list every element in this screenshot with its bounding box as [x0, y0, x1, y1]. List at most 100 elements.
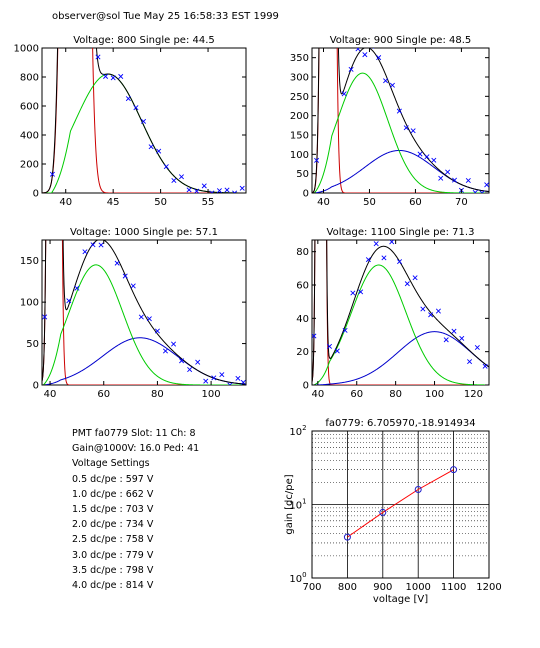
- x-tick-label: 800: [338, 582, 357, 593]
- gain-point: [343, 533, 351, 541]
- data-point: [42, 314, 48, 320]
- y-tick-label: 60: [296, 281, 309, 292]
- data-point: [341, 91, 347, 97]
- data-point: [350, 290, 356, 296]
- x-tick-label: 120: [464, 389, 483, 400]
- chart-title: Voltage: 1000 Single pe: 57.1: [70, 227, 218, 238]
- y-tick-label: 150: [20, 256, 39, 267]
- data-point: [103, 73, 109, 79]
- histogram-panel-3: Voltage: 1000 Single pe: 57.1 40 60 80 100 0 5…: [20, 227, 247, 400]
- data-point: [431, 157, 437, 163]
- x-tick-label: 60: [97, 389, 110, 400]
- chart-title: Voltage: 900 Single pe: 48.5: [330, 35, 472, 46]
- data-point: [82, 249, 88, 255]
- voltage-setting-5: 3.0 dc/pe : 779 V: [72, 549, 154, 561]
- data-point: [74, 285, 80, 291]
- data-point: [403, 125, 409, 131]
- x-tick-label: 700: [302, 582, 321, 593]
- data-point: [312, 333, 317, 339]
- data-point: [195, 359, 201, 365]
- data-point: [133, 105, 139, 111]
- y-axis-label: gain [dc/pe]: [284, 474, 295, 534]
- data-point: [148, 144, 154, 150]
- data-point: [428, 312, 434, 318]
- total-fit-curve: [312, 48, 489, 193]
- axes-frame: [311, 239, 490, 386]
- y-tick-label: 102: [289, 424, 306, 438]
- data-point: [163, 164, 169, 170]
- data-point: [417, 151, 423, 157]
- data-point: [154, 328, 160, 334]
- data-point: [484, 182, 489, 188]
- data-point: [240, 379, 246, 385]
- y-tick-label: 100: [20, 298, 39, 309]
- data-point: [49, 171, 55, 177]
- data-point: [186, 187, 192, 193]
- data-point: [412, 275, 418, 281]
- data-point: [482, 363, 488, 369]
- data-point: [355, 48, 361, 52]
- y-tick-label: 200: [290, 111, 309, 122]
- y-tick-label: 600: [20, 102, 39, 113]
- x-tick-label: 100: [425, 389, 444, 400]
- data-point: [445, 169, 451, 175]
- voltage-setting-6: 3.5 dc/pe : 798 V: [72, 564, 154, 576]
- data-point: [467, 359, 473, 365]
- histogram-panel-2: Voltage: 900 Single pe: 48.5 40 50 60 70 0 50 1…: [290, 35, 490, 208]
- x-tick-label: 60: [409, 197, 422, 208]
- single-pe-fit-curve: [42, 264, 246, 385]
- y-tick-label: 80: [296, 247, 309, 258]
- gain-point: [450, 466, 458, 474]
- data-point: [114, 260, 120, 266]
- x-tick-label: 40: [311, 389, 324, 400]
- data-point: [187, 367, 193, 373]
- y-tick-label: 0: [33, 381, 39, 392]
- total-fit-curve: [42, 48, 246, 193]
- histogram-panel-1: Voltage: 800 Single pe: 44.5 40 45 50 55 0 200…: [14, 35, 247, 208]
- histogram-panel-4: Voltage: 1100 Single pe: 71.3 40 60 80 100 12…: [296, 227, 490, 400]
- data-point: [130, 283, 136, 289]
- data-point: [216, 188, 222, 193]
- y-tick-label: 0: [33, 189, 39, 200]
- gain-ped-line: Gain@1000V: 16.0 Ped: 41: [72, 443, 200, 455]
- x-tick-label: 40: [317, 197, 330, 208]
- y-tick-label: 50: [26, 339, 39, 350]
- x-tick-label: 60: [350, 389, 363, 400]
- pmt-slot-line: PMT fa0779 Slot: 11 Ch: 8: [72, 428, 196, 439]
- single-pe-fit-curve: [312, 264, 489, 385]
- y-tick-label: 0: [303, 381, 309, 392]
- pmt-info-panel: PMT fa0779 Slot: 11 Ch: 8 Gain@1000V: 16…: [72, 426, 199, 593]
- data-point: [110, 75, 116, 81]
- data-point: [424, 154, 430, 160]
- gain-point: [414, 485, 422, 493]
- data-point: [389, 82, 395, 88]
- data-point: [410, 128, 416, 134]
- data-point: [465, 177, 471, 183]
- data-point: [171, 341, 177, 347]
- x-axis-label: voltage [V]: [373, 594, 428, 605]
- data-point: [389, 240, 395, 245]
- axes-frame: [41, 239, 247, 386]
- y-tick-label: 300: [290, 73, 309, 84]
- two-pe-fit-curve: [312, 331, 489, 385]
- data-point: [459, 335, 465, 341]
- x-tick-label: 900: [373, 582, 392, 593]
- x-tick-label: 1100: [441, 582, 466, 593]
- data-point: [95, 54, 101, 60]
- voltage-settings-title: Voltage Settings: [72, 458, 150, 470]
- data-point: [179, 358, 185, 364]
- data-point: [438, 175, 444, 181]
- data-point: [358, 289, 364, 295]
- x-tick-label: 40: [44, 389, 57, 400]
- data-point: [348, 66, 354, 72]
- voltage-setting-4: 2.5 dc/pe : 758 V: [72, 534, 154, 546]
- single-pe-fit-curve: [312, 72, 489, 193]
- y-tick-label: 150: [290, 131, 309, 142]
- data-point: [362, 52, 368, 58]
- voltage-setting-3: 2.0 dc/pe : 734 V: [72, 519, 154, 531]
- y-tick-label: 100: [290, 150, 309, 161]
- data-point: [138, 314, 144, 320]
- data-point: [98, 242, 104, 248]
- data-point: [178, 174, 184, 180]
